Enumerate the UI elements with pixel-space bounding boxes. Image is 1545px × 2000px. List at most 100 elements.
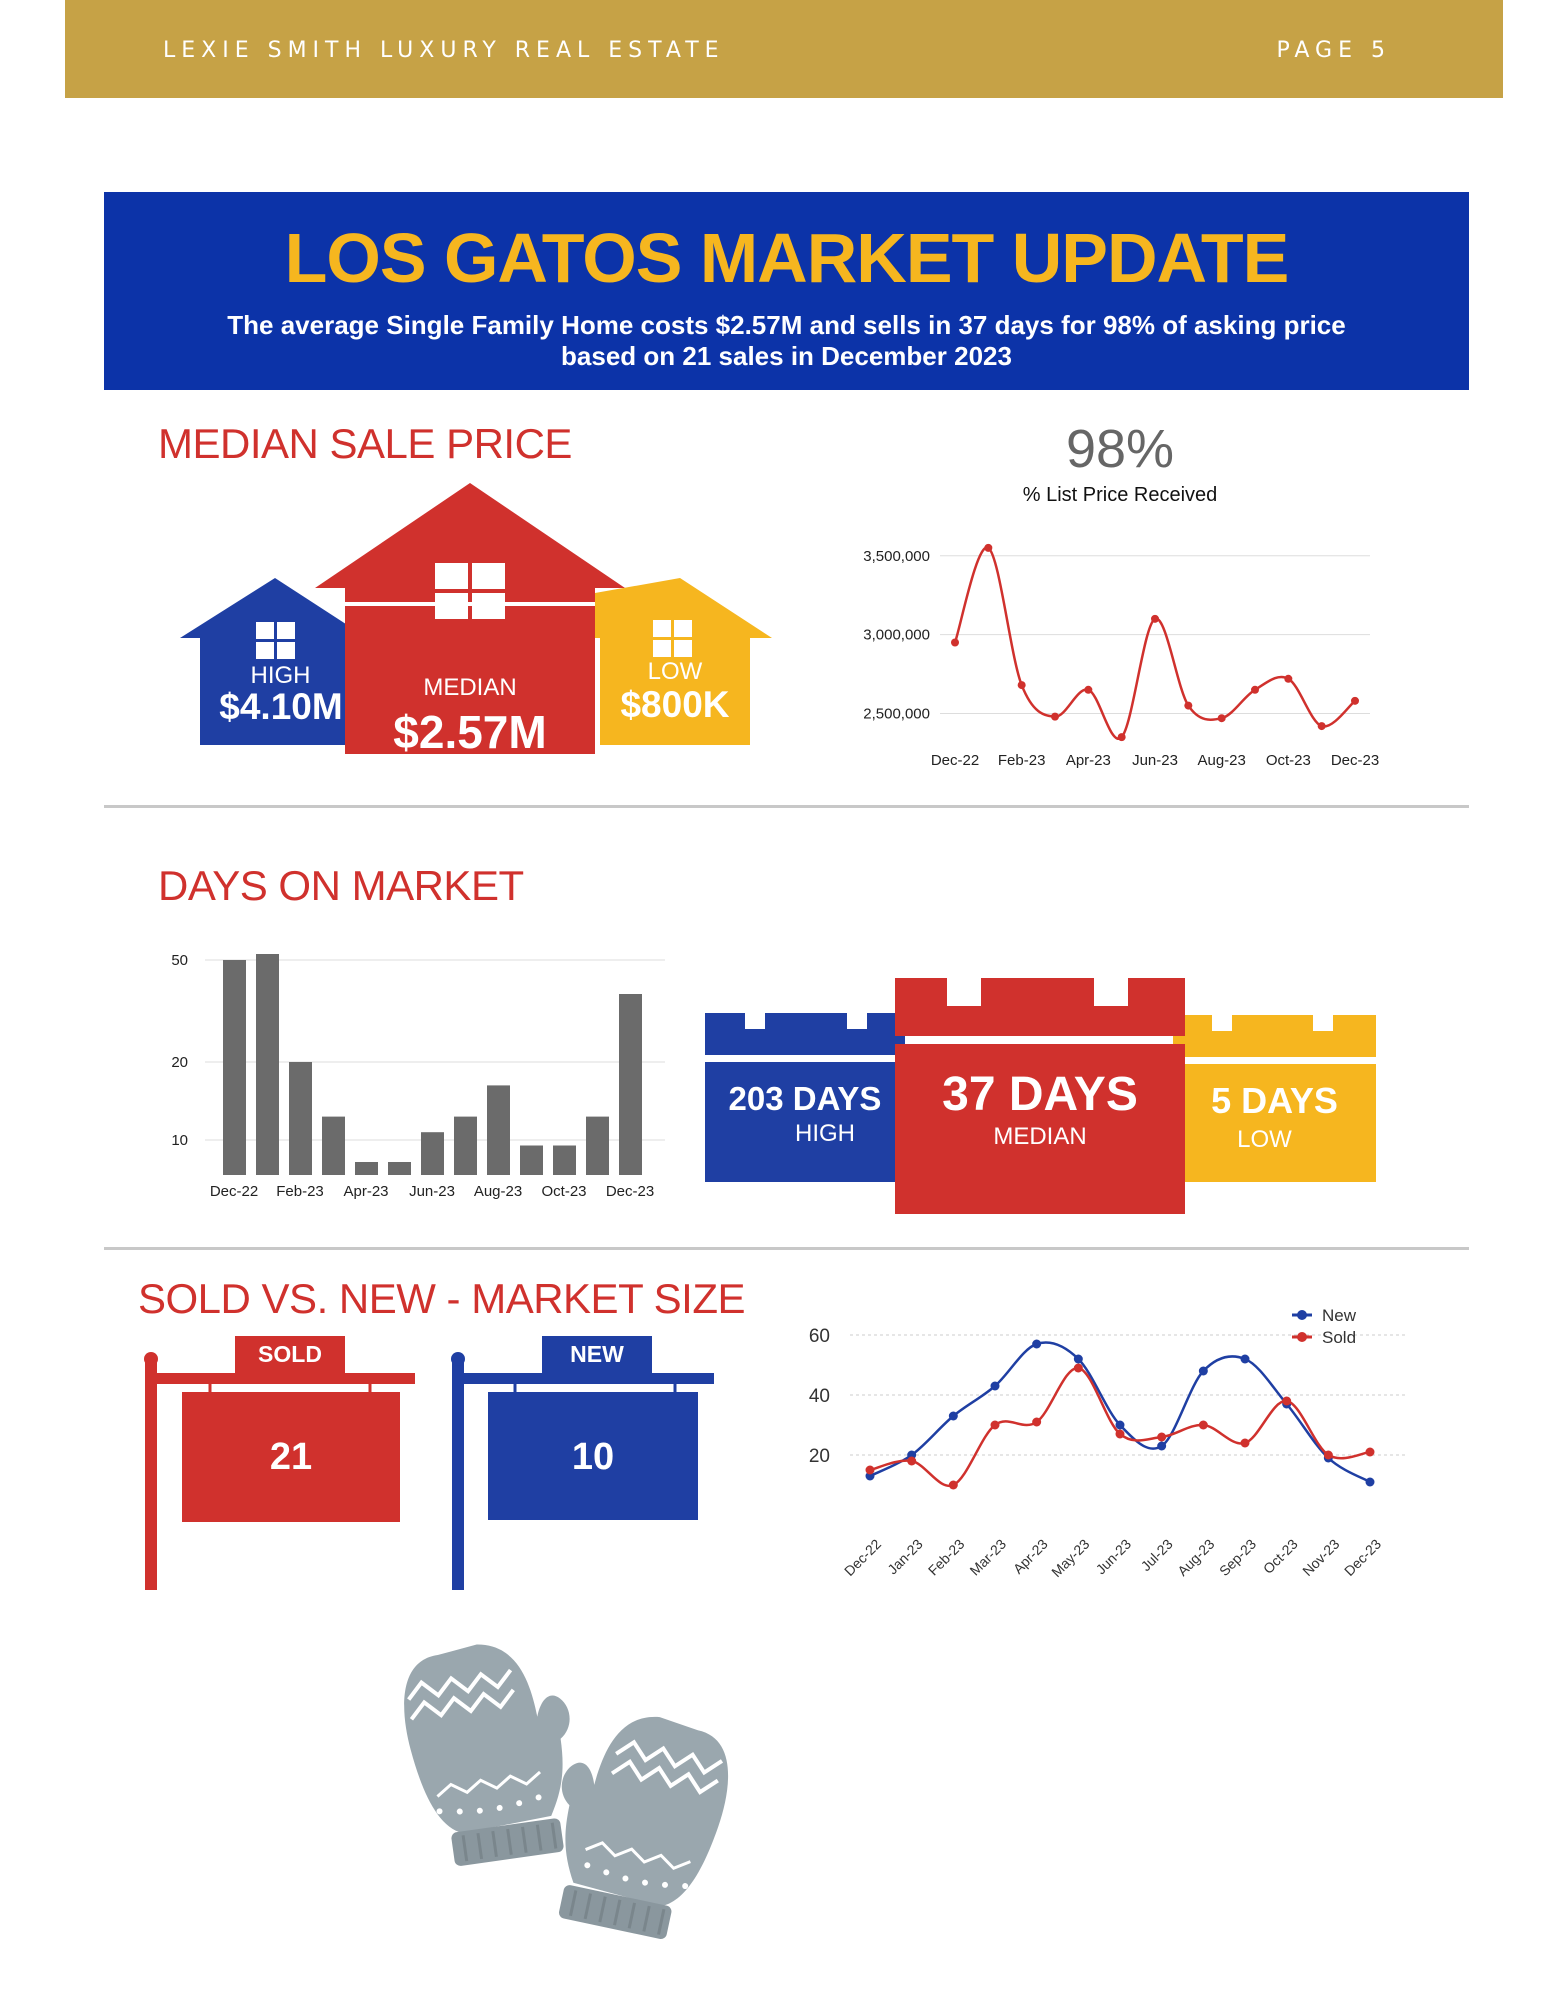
sold-vs-new-title: SOLD VS. NEW - MARKET SIZE [138,1275,746,1322]
legend-label: New [1322,1306,1357,1325]
new-sign-icon [451,1336,714,1590]
median-label: MEDIAN [423,674,517,701]
data-point [1351,696,1359,705]
x-tick-label: Mar-23 [966,1536,1009,1579]
bar [223,960,246,1175]
page-number: PAGE 5 [1276,38,1391,63]
y-tick-label: 10 [171,1132,188,1149]
section-divider-2 [104,1247,1469,1250]
high-days-value: 203 DAYS [728,1080,882,1117]
y-tick-label: 20 [809,1446,830,1467]
x-tick-label: Nov-23 [1299,1536,1342,1579]
x-tick-label: Feb-23 [925,1536,968,1579]
x-tick-label: Aug-23 [1197,752,1245,769]
calendars-graphic [705,966,1376,1214]
data-point [907,1456,917,1466]
bar [487,1085,510,1175]
bar [619,994,642,1175]
bar [586,1116,609,1175]
bar [355,1162,378,1175]
y-tick-label: 40 [809,1386,830,1407]
bar [322,1116,345,1175]
x-tick-label: Aug-23 [1174,1536,1217,1579]
high-days-label: HIGH [795,1120,855,1147]
days-on-market-bar-chart: 10 20 50 Dec-22 Feb-23 Apr-23 Jun-23 Aug-23 Oct-… [171,952,665,1200]
x-tick-label: Jul-23 [1138,1536,1176,1574]
x-tick-label: Jun-23 [1093,1536,1135,1578]
y-tick-label: 3,500,000 [863,548,930,565]
low-days-value: 5 DAYS [1211,1080,1338,1121]
data-point [1115,1429,1125,1439]
high-label: HIGH [250,662,311,689]
x-tick-label: Jan-23 [884,1536,926,1578]
sold-sign-icon [144,1336,415,1590]
data-point [1251,685,1259,694]
low-value: $800K [620,684,730,725]
x-tick-label: Oct-23 [541,1183,586,1200]
data-point [1198,1420,1208,1430]
data-point [865,1465,875,1475]
x-tick-label: Sep-23 [1216,1536,1259,1579]
x-tick-label: Aug-23 [474,1183,522,1200]
section-divider-1 [104,805,1469,808]
low-days-label: LOW [1237,1126,1292,1153]
data-point [1115,1420,1125,1430]
x-tick-label: Dec-22 [931,752,979,769]
data-point [1240,1438,1250,1448]
bar [421,1132,444,1175]
x-tick-label: Dec-23 [1341,1536,1384,1579]
bar [454,1116,477,1175]
data-point [1084,685,1093,694]
x-tick-label: Feb-23 [276,1183,324,1200]
banner-subtitle: The average Single Family Home costs $2.… [104,310,1469,372]
new-value: 10 [571,1436,615,1478]
legend-marker [1297,1332,1307,1342]
data-point [1323,1450,1333,1460]
high-value: $4.10M [219,686,343,727]
median-house-icon [315,483,625,754]
data-point [1073,1363,1083,1373]
data-point [1157,1441,1167,1451]
data-point [1217,714,1226,723]
bar [256,954,279,1175]
data-point [1240,1354,1250,1364]
data-point [1032,1339,1042,1349]
median-sale-price-title: MEDIAN SALE PRICE [158,420,572,467]
data-point [1051,712,1059,721]
data-point [990,1381,1000,1391]
x-tick-label: Dec-22 [210,1183,258,1200]
bar [553,1145,576,1175]
market-update-banner: LOS GATOS MARKET UPDATE The average Sing… [104,192,1469,390]
data-point [1157,1432,1167,1442]
x-tick-label: Oct-23 [1266,752,1311,769]
data-point [990,1420,1000,1430]
sold-value: 21 [269,1436,313,1478]
bar [520,1145,543,1175]
x-tick-label: Apr-23 [343,1183,388,1200]
legend-label: Sold [1322,1328,1356,1347]
high-calendar-icon [705,1003,905,1182]
y-tick-label: 2,500,000 [863,705,930,722]
high-house-icon [180,578,352,745]
y-tick-label: 50 [171,952,188,969]
median-days-value: 37 DAYS [942,1068,1138,1121]
bar [388,1162,411,1175]
mittens-icon [404,1644,729,1940]
median-days-label: MEDIAN [993,1123,1087,1150]
list-price-percent: 98% [1065,419,1175,479]
data-point [1073,1354,1083,1364]
median-value: $2.57M [393,706,547,758]
new-tag: NEW [570,1341,624,1367]
banner-subtitle-line-1: The average Single Family Home costs $2.… [227,310,1346,340]
low-label: LOW [647,658,703,685]
x-tick-label: Dec-22 [841,1536,884,1579]
data-point [948,1411,958,1421]
low-calendar-icon [1173,1005,1376,1182]
days-on-market-title: DAYS ON MARKET [158,862,524,909]
houses-graphic [180,483,772,754]
data-point [1317,722,1326,731]
header-bar: LEXIE SMITH LUXURY REAL ESTATE PAGE 5 [65,0,1503,98]
brand-name: LEXIE SMITH LUXURY REAL ESTATE [163,38,725,63]
banner-subtitle-line-2: based on 21 sales in December 2023 [561,341,1012,371]
